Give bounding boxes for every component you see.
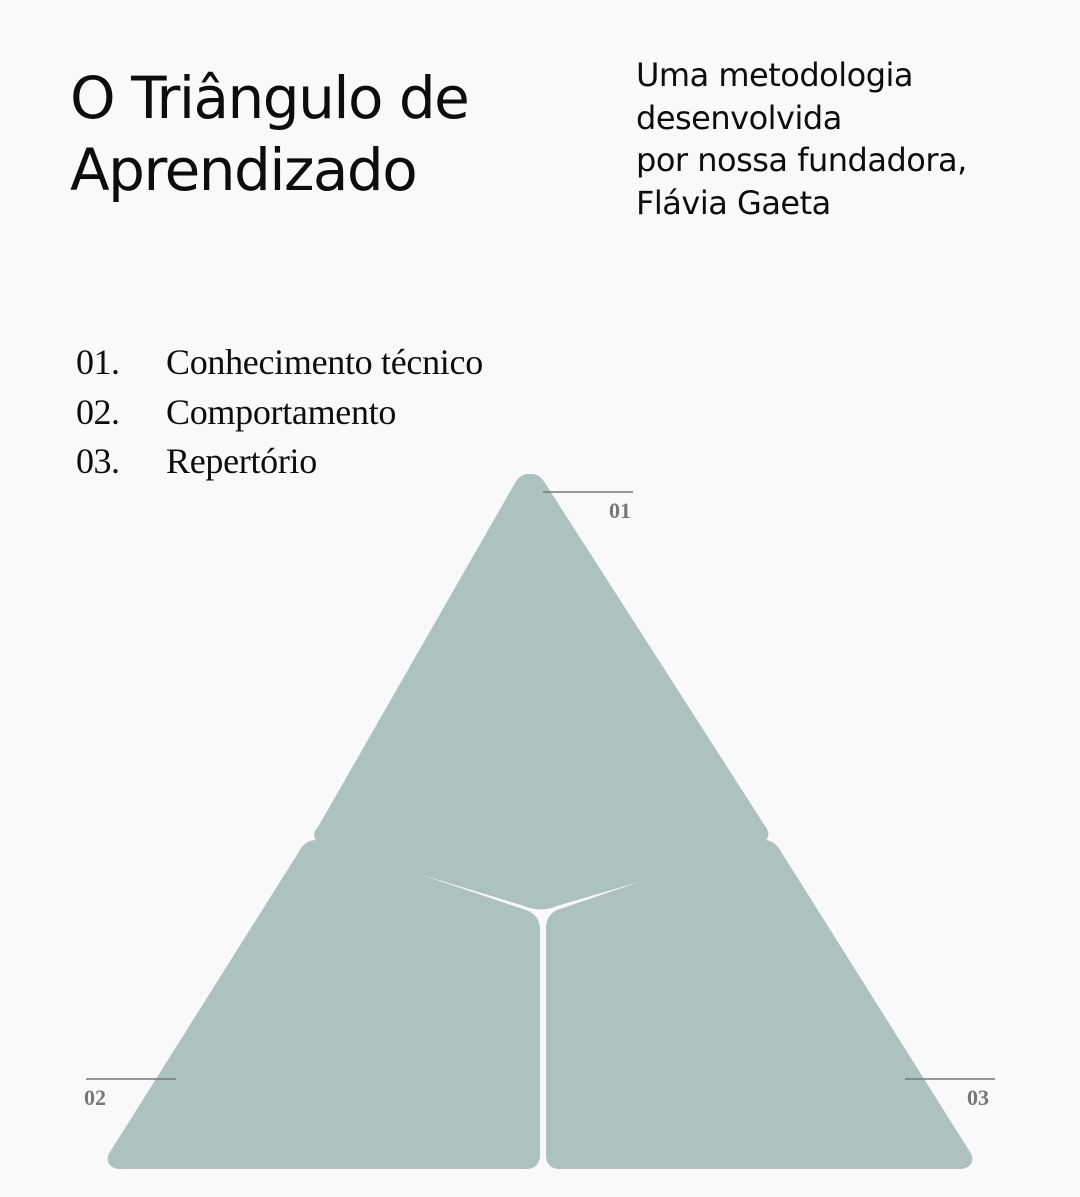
title-line-1: O Triângulo de	[70, 64, 470, 132]
legend-item: 03. Repertório	[76, 437, 483, 487]
subtitle-line-4: Flávia Gaeta	[636, 183, 831, 222]
subtitle-line-1: Uma metodologia	[636, 56, 914, 94]
marker-label-top: 01	[609, 498, 631, 523]
legend-label: Comportamento	[166, 391, 397, 432]
legend-item: 01. Conhecimento técnico	[76, 338, 483, 388]
triangle-segment-top	[314, 474, 769, 910]
title-line-2: Aprendizado	[70, 136, 418, 204]
page-title: O Triângulo de Aprendizado	[70, 62, 470, 206]
legend-item: 02. Comportamento	[76, 388, 483, 438]
legend-number: 01.	[76, 342, 120, 382]
legend-number: 03.	[76, 441, 120, 481]
marker-label-right: 03	[967, 1085, 989, 1110]
legend-number: 02.	[76, 391, 120, 432]
legend-label: Conhecimento técnico	[166, 342, 483, 382]
triangle-segment-left	[107, 840, 540, 1169]
subtitle: Uma metodologia desenvolvida por nossa f…	[636, 54, 967, 224]
triangle-segment-right	[546, 840, 973, 1169]
legend-list: 01. Conhecimento técnico 02. Comportamen…	[76, 338, 483, 487]
legend-label: Repertório	[166, 441, 317, 481]
subtitle-line-3: por nossa fundadora,	[636, 141, 967, 179]
subtitle-line-2: desenvolvida	[636, 98, 842, 137]
marker-label-left: 02	[84, 1085, 106, 1110]
